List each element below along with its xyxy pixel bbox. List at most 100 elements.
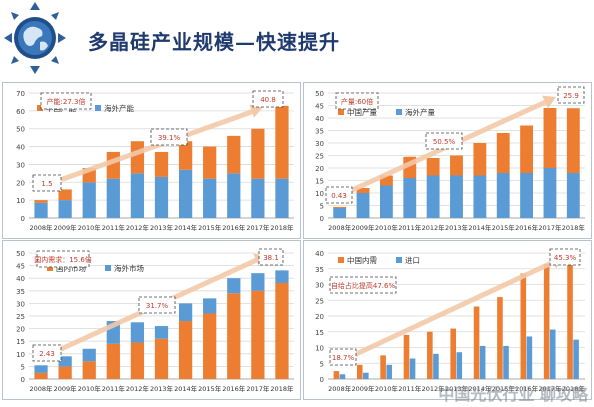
bar-segment-series-2 [403, 178, 417, 218]
legend-swatch [338, 109, 344, 115]
bar-segment-series-2 [496, 173, 510, 218]
x-tick-label: 2016年 [222, 384, 246, 393]
x-tick-label: 2011年 [398, 223, 422, 232]
y-tick-label: 35 [16, 288, 25, 296]
bar-segment-series-1 [227, 135, 241, 174]
x-tick-label: 2015年 [492, 223, 516, 232]
annotation-label: 50.5% [433, 138, 456, 146]
legend-label: 进口 [405, 256, 420, 265]
annotation-box [329, 348, 357, 366]
bar-segment-series-2 [543, 168, 557, 218]
bar-segment-series-1 [203, 313, 217, 379]
x-tick-label: 2009年 [352, 384, 376, 393]
bar-segment-series-2 [251, 178, 265, 218]
legend-swatch [338, 257, 344, 263]
legend-swatch [47, 265, 53, 271]
annotation-label: 产量:60倍 [341, 97, 373, 106]
x-tick-label: 2015年 [492, 384, 516, 393]
bar-segment-series-2 [356, 193, 370, 218]
annotation-label: 40.8 [260, 96, 276, 104]
annotation-box [557, 86, 585, 104]
bar-series-2 [386, 364, 392, 379]
annotation-label: 自给占比提高47.6% [331, 281, 396, 290]
x-tick-label: 2010年 [78, 384, 102, 393]
y-tick-label: 35 [315, 266, 324, 274]
y-tick-label: 0 [320, 215, 324, 223]
bar-segment-series-1 [333, 206, 347, 208]
y-tick-label: 70 [16, 90, 25, 98]
bar-segment-series-1 [203, 146, 217, 179]
x-tick-label: 2015年 [198, 223, 222, 232]
compass-logo-icon [4, 2, 66, 74]
annotation-box [325, 186, 353, 204]
bar-segment-series-1 [154, 151, 169, 177]
x-tick-label: 2015年 [198, 384, 222, 393]
legend-swatch [396, 109, 402, 115]
legend-label: 海外市场 [114, 263, 144, 273]
bar-segment-series-1 [58, 189, 72, 201]
bar-segment-series-1 [82, 361, 96, 379]
bar-segment-series-1 [520, 125, 534, 173]
bar-segment-series-1 [450, 155, 463, 176]
x-tick-label: 2012年 [422, 384, 446, 393]
bar-series-2 [409, 358, 416, 379]
legend-swatch [396, 257, 402, 263]
y-tick-label: 30 [16, 161, 25, 169]
bar-segment-series-2 [379, 185, 393, 218]
chart-panel-demand: 0 5 10 15 20 25 30 35 40 2008年 2009年 2010年 2011年 2012… [303, 240, 592, 400]
y-tick-label: 30 [16, 300, 25, 308]
bar-segment-series-2 [473, 175, 487, 218]
annotation-label: 45.3% [554, 254, 577, 262]
y-tick-label: 20 [315, 165, 324, 173]
bar-series-2 [573, 339, 579, 379]
x-tick-label: 2016年 [515, 384, 539, 393]
x-tick-label: 2018年 [562, 223, 586, 232]
bar-segment-series-2 [130, 322, 145, 343]
chart-capacity: 0 10 20 30 40 50 60 70 2008年 2009年 2010年 2011年 2012年… [16, 90, 294, 232]
bar-segment-series-2 [58, 200, 72, 218]
growth-arrow-head [542, 95, 556, 109]
chart-demand: 0 5 10 15 20 25 30 35 40 2008年 2009年 2010年 2011年 2012… [315, 248, 585, 393]
legend-label: 海外产能 [104, 103, 134, 113]
y-tick-label: 20 [315, 313, 324, 321]
legend-swatch [105, 265, 111, 271]
bar-series-1 [403, 334, 410, 379]
bar-segment-series-1 [227, 293, 241, 379]
y-tick-label: 15 [315, 329, 324, 337]
x-tick-label: 2010年 [375, 223, 399, 232]
legend-label: 国内市场 [56, 263, 86, 273]
x-tick-label: 2011年 [102, 223, 126, 232]
y-tick-label: 10 [16, 351, 25, 359]
annotation-box [36, 250, 90, 268]
x-tick-label: 2011年 [102, 384, 126, 393]
annotation-label: 25.9 [563, 92, 579, 100]
growth-arrow-shaft [351, 257, 561, 358]
bar-segment-series-2 [227, 173, 241, 218]
y-tick-label: 30 [315, 140, 324, 148]
y-tick-label: 40 [315, 250, 324, 258]
bar-series-2 [479, 345, 486, 379]
x-tick-label: 2010年 [78, 223, 102, 232]
bar-segment-series-2 [227, 278, 241, 294]
annotation-label: 38.1 [263, 254, 279, 262]
x-tick-label: 2013年 [445, 223, 469, 232]
bar-segment-series-1 [379, 175, 393, 186]
legend-swatch [95, 105, 101, 111]
legend-label: 中国内需 [347, 255, 377, 265]
chart-market: 0 5 10 15 20 25 30 35 40 45 50 2008年 2009年 2010年 2011年… [16, 248, 294, 393]
y-tick-label: 0 [320, 376, 324, 384]
x-tick-label: 2017年 [538, 384, 562, 393]
y-tick-label: 20 [16, 179, 25, 187]
bar-segment-series-2 [275, 270, 289, 283]
x-tick-label: 2008年 [30, 223, 54, 232]
bar-series-2 [339, 374, 346, 379]
bar-series-2 [456, 352, 463, 379]
y-tick-label: 40 [16, 144, 25, 152]
x-tick-label: 2014年 [174, 384, 198, 393]
bar-segment-series-2 [203, 298, 217, 314]
x-tick-label: 2014年 [174, 223, 198, 232]
x-tick-label: 2012年 [422, 223, 446, 232]
annotation-label: 31.7% [146, 302, 169, 310]
x-tick-label: 2017年 [538, 223, 562, 232]
y-tick-label: 10 [315, 345, 324, 353]
